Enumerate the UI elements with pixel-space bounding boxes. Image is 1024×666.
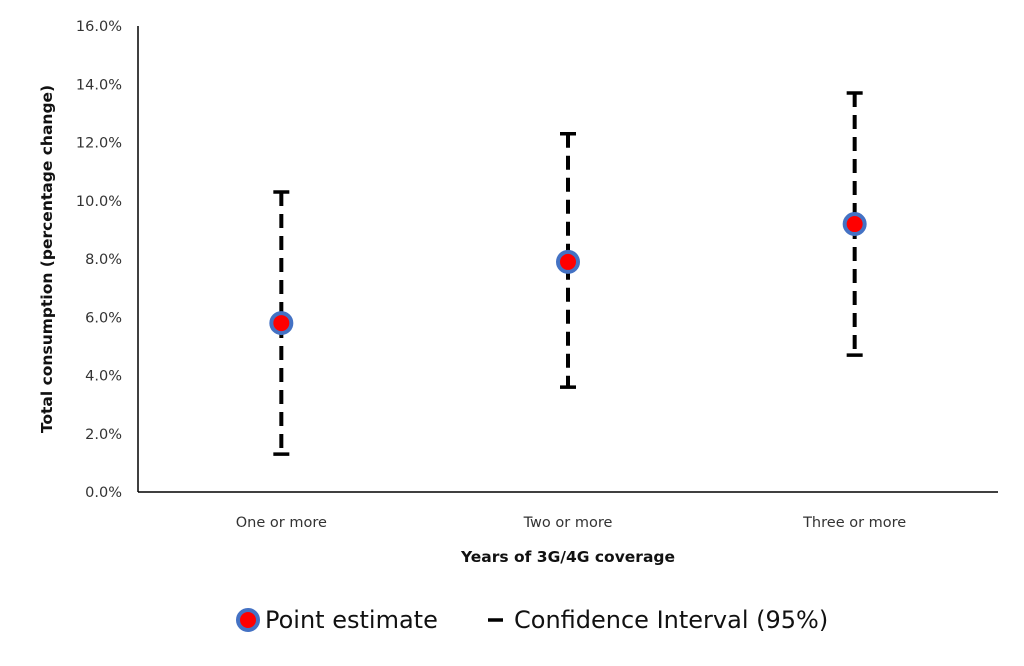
x-tick-label: One or more bbox=[236, 515, 327, 531]
y-tick-label: 12.0% bbox=[76, 136, 122, 152]
legend-point-marker bbox=[236, 608, 260, 632]
legend-interval-label: Confidence Interval (95%) bbox=[514, 606, 828, 634]
axes bbox=[137, 26, 998, 493]
y-ticks: 0.0% 2.0% 4.0% 6.0% 8.0% 10.0% 12.0% 14.0% 16.0% bbox=[76, 19, 122, 501]
x-tick-label: Two or more bbox=[523, 515, 613, 531]
y-tick-label: 10.0% bbox=[76, 194, 122, 210]
x-axis-title: Years of 3G/4G coverage bbox=[460, 548, 675, 566]
point-estimate-marker bbox=[842, 212, 867, 237]
y-tick-label: 2.0% bbox=[85, 427, 122, 443]
series bbox=[269, 91, 867, 456]
y-tick-label: 8.0% bbox=[85, 252, 122, 268]
point-estimate-marker bbox=[556, 249, 580, 274]
x-tick-label: Three or more bbox=[802, 515, 906, 531]
y-tick-label: 4.0% bbox=[85, 369, 122, 385]
y-tick-label: 14.0% bbox=[76, 77, 122, 93]
legend: Point estimate Confidence Interval (95%) bbox=[236, 606, 828, 634]
y-tick-label: 16.0% bbox=[76, 19, 122, 35]
x-tick-labels: One or more Two or more Three or more bbox=[236, 515, 907, 531]
y-tick-label: 6.0% bbox=[85, 310, 122, 326]
point-estimate-marker bbox=[269, 311, 294, 336]
y-tick-label: 0.0% bbox=[85, 485, 122, 501]
legend-point-label: Point estimate bbox=[265, 606, 438, 634]
y-axis-title: Total consumption (percentage change) bbox=[38, 85, 56, 433]
